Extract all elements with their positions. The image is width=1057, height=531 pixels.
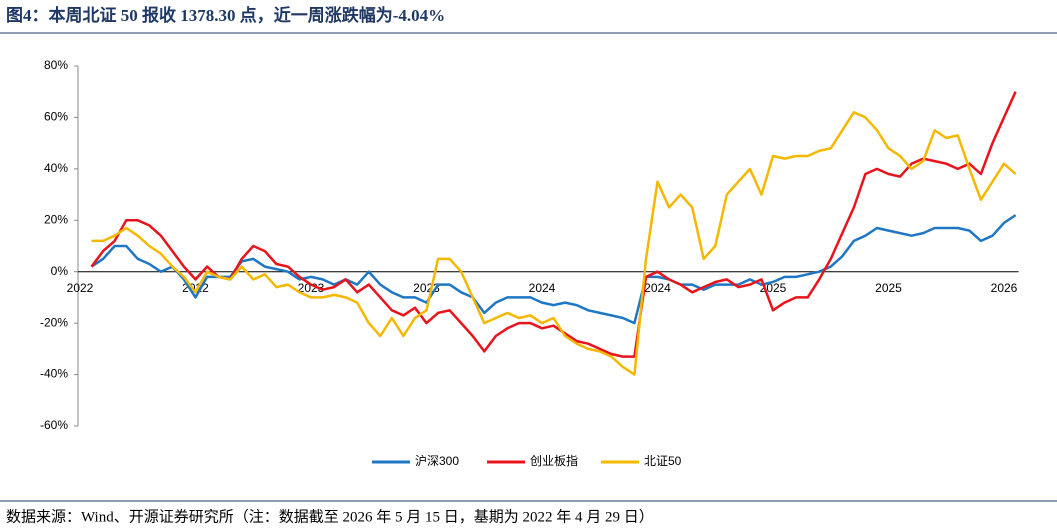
chart-title: 图4：本周北证 50 报收 1378.30 点，近一周涨跌幅为-4.04%	[6, 5, 445, 25]
y-tick-label: 80%	[44, 58, 68, 72]
y-tick-label: 0%	[51, 264, 69, 278]
series-line	[90, 214, 1017, 325]
y-tick-label: 60%	[44, 110, 68, 124]
y-tick-label: -40%	[40, 367, 68, 381]
legend-label: 北证50	[644, 454, 682, 468]
x-tick-label: 2024	[529, 281, 556, 295]
legend-label: 创业板指	[530, 453, 578, 468]
source-note: 数据来源：Wind、开源证券研究所（注：数据截至 2026 年 5 月 15 日…	[6, 508, 654, 525]
x-tick-label: 2024	[644, 281, 671, 295]
legend-label: 沪深300	[415, 454, 459, 468]
series-line	[91, 111, 1017, 376]
y-tick-label: -60%	[40, 418, 68, 432]
series-line	[90, 91, 1017, 358]
y-tick-label: 40%	[44, 161, 68, 175]
x-tick-label: 2023	[298, 281, 325, 295]
y-tick-label: 20%	[44, 212, 68, 226]
x-tick-label: 2026	[991, 281, 1018, 295]
x-tick-label: 2025	[875, 281, 902, 295]
y-tick-label: -20%	[40, 315, 68, 329]
x-tick-label: 2022	[67, 281, 94, 295]
